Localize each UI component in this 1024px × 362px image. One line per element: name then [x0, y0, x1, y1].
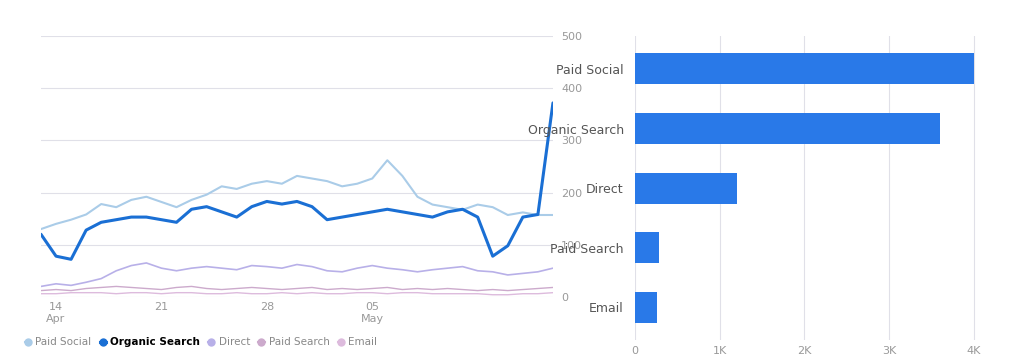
- Bar: [635, 232, 659, 264]
- Legend: Paid Social, Organic Search, Direct, Paid Search, Email: Paid Social, Organic Search, Direct, Pai…: [20, 333, 382, 352]
- Bar: [635, 292, 657, 323]
- Bar: [635, 113, 940, 144]
- Bar: [635, 173, 736, 204]
- Bar: [635, 54, 974, 84]
